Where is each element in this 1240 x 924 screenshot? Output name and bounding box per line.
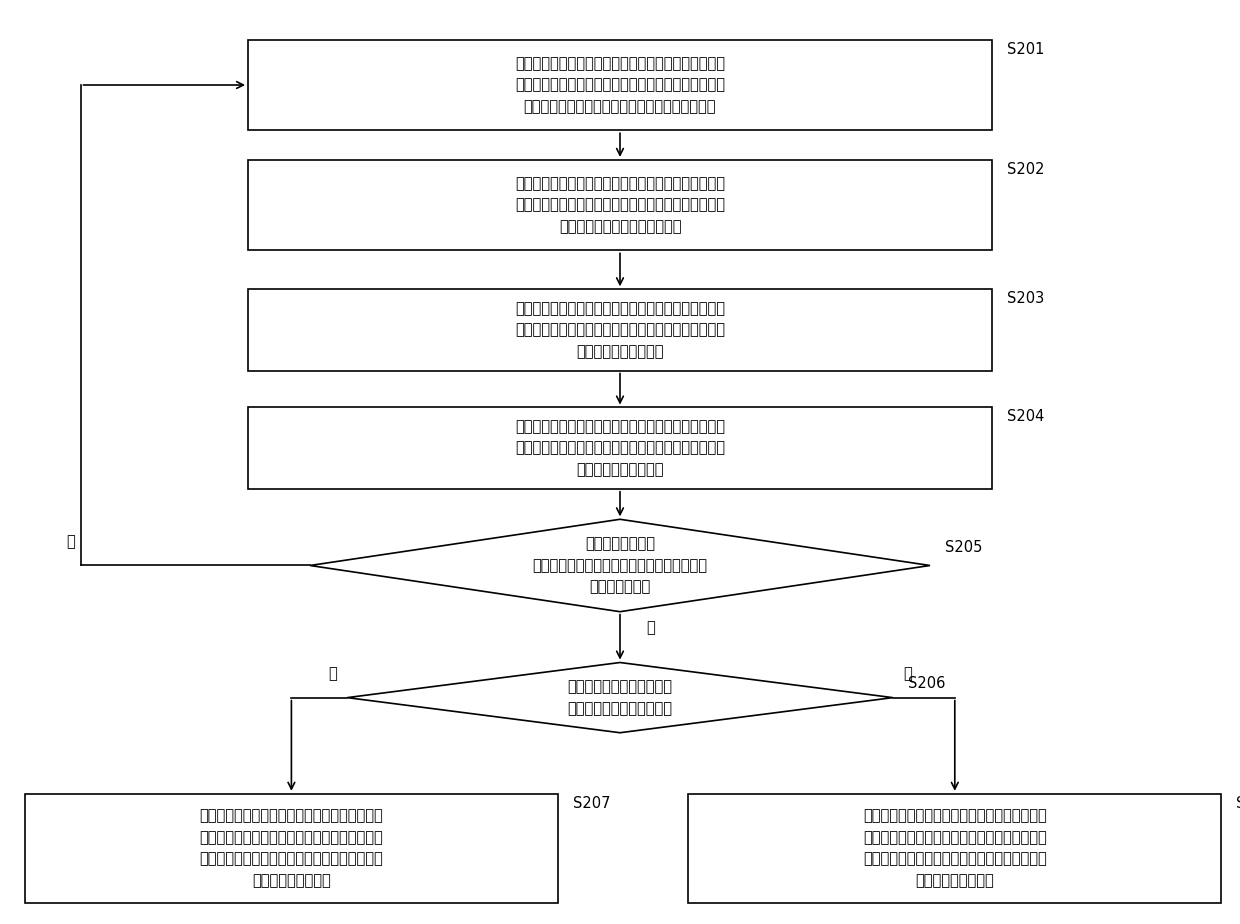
Text: 向所述第二轮组下发所述加速度调节指令，调节
所述下一周期的所述第二平均加速度曲率，以使
调节后的第二平均加速度曲率与当前时刻的第一
平均加速度曲率相等: 向所述第二轮组下发所述加速度调节指令，调节 所述下一周期的所述第二平均加速度曲率… [863, 808, 1047, 888]
Text: 获取当前周期所述第一轮组的第一平均速度和上一周期
所述第一轮组的第一历史平均速度，根据第一平均速度
和所述第一历史平均速度计算所述第一平均加速度: 获取当前周期所述第一轮组的第一平均速度和上一周期 所述第一轮组的第一历史平均速度… [515, 56, 725, 114]
Bar [688, 794, 1221, 903]
Text: 获取所述上一周期所述第一轮组的第一历史加速度，并
根据所述第一历史加速度和所述第一平均加速度计算所
述第一平均加速度曲率: 获取所述上一周期所述第一轮组的第一历史加速度，并 根据所述第一历史加速度和所述第… [515, 301, 725, 359]
Text: 获取所述上一周期所述第二轮组的第二历史加速度，并
根据所述第二历史加速度和所述第二平均加速度计算所
述第二平均加速度曲率: 获取所述上一周期所述第二轮组的第二历史加速度，并 根据所述第二历史加速度和所述第… [515, 419, 725, 477]
Text: S204: S204 [1007, 409, 1044, 424]
Text: S206: S206 [908, 676, 945, 691]
Text: 向所述第一轮组下发所述加速度调节指令，调节
所述下一周期的所述第一平均加速度曲率，以使
调节后的第一平均加速度曲率与当前时刻的第二
平均加速度曲率相等: 向所述第一轮组下发所述加速度调节指令，调节 所述下一周期的所述第一平均加速度曲率… [200, 808, 383, 888]
Bar [248, 40, 992, 130]
Text: 获取当前周期第二轮组的第二平均速度和上一周期第二
轮组的第二历史平均速度，根据第二平均速度和第二历
史平均速度计算第二平均加速度: 获取当前周期第二轮组的第二平均速度和上一周期第二 轮组的第二历史平均速度，根据第… [515, 176, 725, 234]
Text: 否: 否 [646, 620, 656, 636]
Bar [248, 407, 992, 489]
Bar [248, 160, 992, 250]
Polygon shape [347, 663, 893, 733]
Text: 是: 是 [66, 534, 76, 549]
Text: S205: S205 [945, 540, 982, 554]
Text: S202: S202 [1007, 162, 1044, 176]
Text: 判断第一平均加速度曲率是
否大于第二平均加速度曲率: 判断第一平均加速度曲率是 否大于第二平均加速度曲率 [568, 679, 672, 716]
Text: S208: S208 [1236, 796, 1240, 810]
Bar [25, 794, 558, 903]
Text: S201: S201 [1007, 42, 1044, 56]
Text: 否: 否 [903, 666, 913, 681]
Bar [248, 289, 992, 371]
Text: S207: S207 [573, 796, 610, 810]
Polygon shape [310, 519, 930, 612]
Text: S203: S203 [1007, 291, 1044, 306]
Text: 是: 是 [327, 666, 337, 681]
Text: 判断第一平均加速
度曲率与第二平均加速度曲率的曲率比值是否
大于第一预设值: 判断第一平均加速 度曲率与第二平均加速度曲率的曲率比值是否 大于第一预设值 [532, 537, 708, 594]
